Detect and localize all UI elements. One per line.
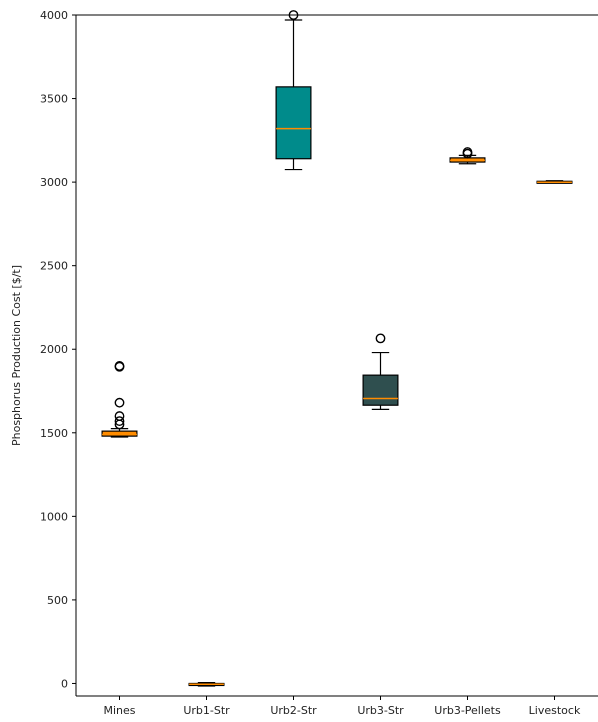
outlier-point [114, 397, 125, 408]
boxes [101, 10, 573, 687]
x-tick-label: Livestock [529, 704, 581, 717]
outlier-point [114, 361, 125, 371]
y-tick-label: 3500 [40, 93, 68, 106]
y-tick-label: 500 [47, 594, 68, 607]
outlier-point [462, 147, 473, 157]
y-tick-label: 1000 [40, 510, 68, 523]
x-tick-label: Urb1-Str [183, 704, 230, 717]
y-tick-label: 1500 [40, 427, 68, 440]
x-tick-label: Urb3-Pellets [434, 704, 501, 717]
y-tick-label: 4000 [40, 9, 68, 22]
y-tick-label: 3000 [40, 176, 68, 189]
box-body [362, 374, 399, 406]
y-axis-title: Phosphorus Production Cost [$/t] [10, 265, 23, 446]
box-urb3-pellets [449, 147, 486, 165]
y-tick-label: 0 [61, 677, 68, 690]
axes: 0 500 1000 1500 2000 2500 3000 3500 4000 Mines Urb… [40, 9, 598, 717]
outlier-point [375, 333, 386, 344]
box-body [101, 430, 138, 437]
box-urb1-str [188, 682, 225, 687]
y-axis-title-group: Phosphorus Production Cost [$/t] [10, 265, 23, 446]
x-tick-label: Mines [103, 704, 135, 717]
outlier-point [288, 10, 299, 20]
box-livestock [536, 180, 573, 184]
box-mines [101, 361, 138, 438]
outlier-point [114, 411, 125, 421]
y-tick-label: 2500 [40, 260, 68, 273]
x-tick-label: Urb3-Str [357, 704, 404, 717]
box-urb2-str [275, 10, 312, 171]
box-body [275, 86, 312, 160]
x-tick-label: Urb2-Str [270, 704, 317, 717]
y-tick-label: 2000 [40, 343, 68, 356]
box-urb3-str [362, 333, 399, 410]
outlier-point [114, 416, 125, 426]
